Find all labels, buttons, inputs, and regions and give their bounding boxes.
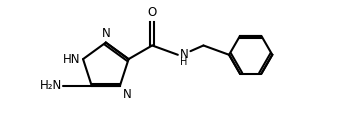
Text: N: N [123,88,131,101]
Text: O: O [148,6,157,19]
Text: HN: HN [63,53,80,66]
Text: H: H [180,57,187,67]
Text: H₂N: H₂N [40,79,62,92]
Text: N: N [180,48,189,61]
Text: N: N [101,27,110,40]
